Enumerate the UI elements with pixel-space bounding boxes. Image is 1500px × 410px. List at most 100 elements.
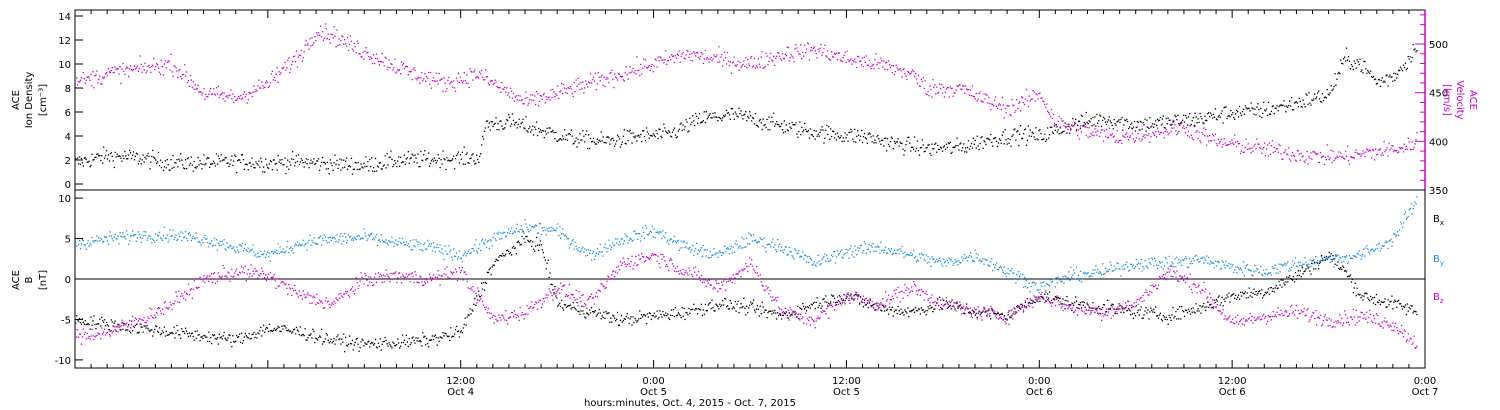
ion-density-point — [197, 156, 199, 159]
velocity-point — [1376, 153, 1379, 155]
by-point — [709, 250, 711, 253]
ion-density-point — [897, 138, 899, 140]
ion-density-point — [1081, 115, 1083, 117]
velocity-point — [1380, 154, 1382, 156]
by-point — [797, 252, 799, 254]
ion-density-point — [534, 126, 536, 128]
by-point — [555, 230, 557, 232]
ion-density-point — [1060, 132, 1062, 134]
ion-density-point — [663, 123, 665, 125]
bx-point — [445, 333, 447, 335]
ion-density-point — [892, 148, 894, 150]
bx-point — [573, 306, 575, 308]
by-point — [144, 234, 146, 236]
ion-density-point — [1165, 117, 1167, 120]
bx-point — [406, 341, 408, 343]
bx-point — [340, 343, 342, 345]
velocity-point — [78, 81, 81, 83]
bx-point — [1028, 301, 1030, 304]
ion-density-point — [999, 139, 1002, 141]
by-point — [650, 231, 652, 233]
bx-point — [1020, 308, 1022, 310]
bx-point — [363, 345, 365, 347]
velocity-point — [1057, 120, 1059, 122]
velocity-point — [1165, 129, 1167, 131]
by-point — [704, 249, 706, 251]
by-point — [126, 230, 128, 232]
bx-point — [659, 310, 661, 312]
bx-point — [863, 299, 866, 301]
bx-point — [373, 343, 376, 345]
by-point — [143, 231, 145, 233]
ion-density-point — [1194, 112, 1196, 114]
ion-density-point — [1322, 99, 1325, 102]
by-point — [593, 258, 596, 260]
ion-density-point — [1143, 124, 1145, 126]
bx-point — [1200, 312, 1202, 314]
ion-density-point — [1001, 134, 1003, 136]
by-point — [222, 243, 224, 246]
bx-point — [134, 324, 137, 327]
ion-density-point — [1381, 77, 1383, 79]
ion-density-point — [1370, 70, 1372, 72]
velocity-point — [1399, 146, 1401, 149]
velocity-point — [472, 79, 474, 81]
bx-point — [476, 295, 478, 297]
by-point — [108, 235, 111, 237]
by-point — [670, 238, 673, 240]
ion-density-point — [535, 121, 538, 123]
velocity-point — [795, 44, 797, 46]
ion-density-point — [464, 163, 466, 165]
velocity-point — [1206, 144, 1208, 146]
velocity-point — [305, 40, 307, 42]
ion-density-point — [343, 159, 345, 161]
velocity-point — [1184, 132, 1187, 134]
velocity-point — [557, 85, 559, 87]
velocity-point — [1166, 131, 1168, 133]
bx-point — [697, 313, 699, 315]
by-point — [346, 242, 348, 244]
velocity-point — [452, 86, 454, 88]
bx-point — [1210, 303, 1212, 306]
velocity-point — [356, 40, 358, 42]
ion-density-point — [1272, 105, 1274, 107]
ion-density-point — [453, 155, 455, 157]
ion-density-point — [491, 121, 493, 123]
by-point — [138, 233, 140, 236]
ion-density-point — [941, 150, 944, 152]
ion-density-point — [1077, 120, 1080, 122]
bx-point — [1001, 313, 1003, 316]
ion-density-point — [240, 154, 243, 156]
velocity-point — [1183, 125, 1185, 127]
velocity-point — [934, 84, 936, 86]
ion-density-point — [698, 113, 701, 115]
ion-density-point — [100, 159, 102, 162]
ion-density-point — [822, 129, 824, 131]
bx-point — [1164, 318, 1166, 320]
bx-point — [1159, 312, 1162, 314]
velocity-point — [1102, 129, 1104, 131]
velocity-tick-label: 500 — [1429, 40, 1448, 51]
bx-point — [570, 308, 572, 310]
velocity-point — [1358, 153, 1360, 155]
ion-density-point — [1290, 105, 1292, 107]
bx-point — [708, 303, 710, 305]
ion-density-point — [306, 163, 308, 165]
bx-point — [1281, 286, 1283, 288]
velocity-point — [1191, 137, 1193, 139]
by-point — [527, 228, 529, 231]
bx-point — [256, 337, 258, 339]
ion-density-point — [730, 108, 732, 110]
velocity-point — [339, 44, 341, 46]
bx-point — [1320, 255, 1323, 257]
ion-density-point — [367, 161, 369, 163]
bx-point — [859, 302, 861, 304]
by-point — [526, 226, 528, 229]
velocity-point — [375, 53, 378, 55]
velocity-point — [377, 60, 380, 63]
bx-point — [1297, 270, 1299, 272]
bx-point — [1246, 292, 1248, 294]
by-point — [188, 232, 191, 234]
velocity-point — [851, 63, 853, 65]
velocity-point — [448, 76, 450, 79]
